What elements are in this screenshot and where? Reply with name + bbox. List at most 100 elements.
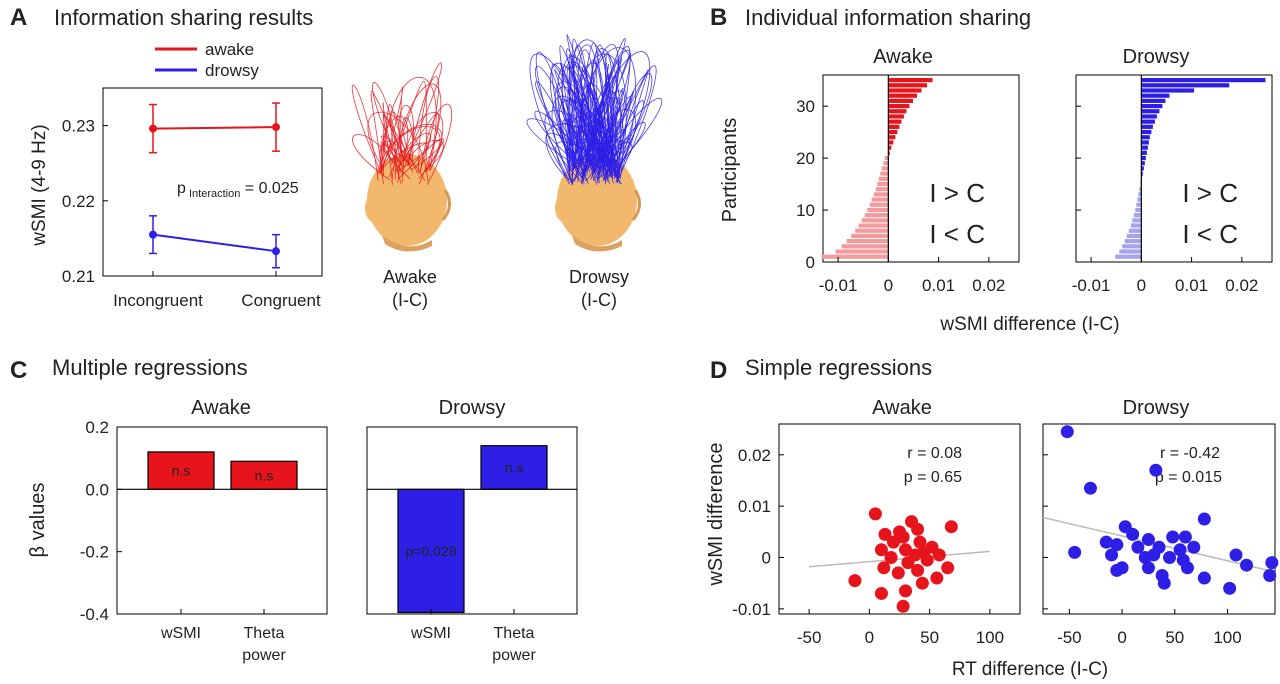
b-bar-awake (880, 171, 889, 176)
connectivity-arc (607, 100, 645, 179)
b-bar-drowsy (1141, 171, 1143, 176)
connectivity-arc (381, 104, 412, 171)
awake-i-lt-c-label: I < C (929, 219, 985, 249)
panel-b-sub-awake: Awake (873, 46, 933, 68)
panel-b-sub-drowsy: Drowsy (1123, 46, 1190, 68)
b-bar-drowsy (1133, 213, 1142, 218)
b-ytick-label: 30 (796, 97, 815, 116)
b-bar-awake (888, 93, 917, 98)
connectivity-arc (562, 119, 585, 184)
b-ytick-label: 20 (796, 149, 815, 168)
connectivity-arc (571, 59, 620, 186)
d-scatter-point-awake (920, 553, 934, 567)
d-scatter-point-awake (884, 551, 898, 565)
panel-a-axes-box (102, 87, 323, 277)
d-ytick-label: 0.02 (738, 446, 771, 465)
b-bar-drowsy (1135, 207, 1142, 213)
b-xtick-label: 0 (1137, 276, 1146, 295)
connectivity-arc (370, 90, 414, 173)
connectivity-arc (605, 114, 618, 177)
d-fit-line-awake (809, 550, 990, 568)
head-skull (367, 154, 447, 246)
drowsy-head-illustration (526, 34, 663, 252)
d-scatter-point-awake (878, 527, 892, 541)
b-bar-drowsy (1141, 93, 1170, 98)
c-xtick-label: wSMI (160, 625, 201, 642)
b-bar-drowsy (1141, 140, 1149, 145)
d-scatter-point-awake (874, 586, 888, 600)
panel-c-sub-drowsy: Drowsy (439, 397, 506, 419)
d-scatter-point-drowsy (1197, 571, 1211, 585)
d-xtick-label: -50 (1057, 628, 1082, 647)
b-bar-drowsy (1141, 77, 1266, 83)
d-scatter-point-awake (899, 584, 913, 598)
b-bar-awake (888, 77, 933, 83)
c-bar-label: n.s (255, 467, 274, 483)
c-ytick-label: 0.2 (85, 418, 109, 437)
awake-i-gt-c-label: I > C (929, 178, 985, 208)
connectivity-arc (567, 129, 616, 171)
d-scatter-point-drowsy (1263, 568, 1277, 582)
d-ytick-label: 0 (762, 549, 771, 568)
d-scatter-point-awake (901, 556, 915, 570)
b-bar-drowsy (1141, 129, 1152, 135)
connectivity-arc (351, 84, 382, 181)
b-bar-awake (873, 192, 889, 197)
connectivity-arc (554, 81, 607, 177)
connectivity-arc (570, 53, 627, 184)
a-ytick-label: 0.22 (62, 192, 95, 211)
b-bar-awake (888, 150, 890, 155)
legend-awake-label: awake (205, 40, 254, 59)
c-bar-awake (147, 451, 215, 490)
d-ytick-label: 0.01 (738, 497, 771, 516)
connectivity-arc (573, 125, 621, 182)
d-scatter-point-drowsy (1180, 561, 1194, 575)
b-xtick-label: -0.01 (1072, 276, 1111, 295)
d-scatter-point-awake (932, 548, 946, 562)
d-scatter-point-awake (930, 571, 944, 585)
c-xtick-label: power (492, 647, 536, 664)
a-ytick-label: 0.21 (62, 267, 95, 286)
d-scatter-point-drowsy (1265, 556, 1279, 570)
a-xtick-label: Congruent (241, 291, 321, 310)
c-ytick-label: 0.0 (85, 480, 109, 499)
connectivity-arc (551, 63, 615, 172)
b-bar-drowsy (1141, 145, 1148, 150)
panel-b-title: Individual information sharing (745, 5, 1031, 30)
d-scatter-point-drowsy (1163, 551, 1177, 565)
d-scatter-point-drowsy (1240, 558, 1254, 572)
connectivity-arc (567, 39, 613, 169)
b-bar-drowsy (1128, 228, 1142, 233)
panel-b-bar-charts: Awake Drowsy Participants wSMI differenc… (719, 46, 1273, 335)
panel-d-title: Simple regressions (745, 355, 932, 380)
b-bar-drowsy (1141, 150, 1147, 155)
d-ytick-label: -0.01 (732, 600, 771, 619)
b-bar-awake (858, 223, 889, 228)
d-scatter-point-drowsy (1110, 563, 1124, 577)
connectivity-arc (402, 117, 419, 175)
d-scatter-point-drowsy (1083, 481, 1097, 495)
connectivity-arc (598, 90, 624, 181)
b-bar-awake (871, 197, 889, 202)
c-bar-drowsy (480, 445, 548, 490)
d-scatter-point-drowsy (1060, 425, 1074, 439)
b-bar-awake (888, 145, 892, 150)
a-data-point (272, 247, 280, 256)
a-series-line-drowsy (152, 233, 277, 253)
b-bar-awake (884, 155, 889, 161)
a-data-point (149, 124, 157, 133)
connectivity-arc (526, 118, 598, 165)
d-scatter-point-drowsy (1141, 533, 1155, 547)
d-scatter-point-awake (896, 599, 910, 613)
d-scatter-point-awake (848, 574, 862, 588)
panel-d-xlabel: RT difference (I-C) (952, 659, 1108, 680)
head-ear (555, 194, 573, 222)
d-scatter-point-awake (915, 576, 929, 590)
connectivity-arc (417, 76, 440, 173)
b-bar-drowsy (1141, 114, 1157, 119)
b-axes-box-awake (822, 74, 1020, 263)
connectivity-arc (606, 121, 646, 177)
b-bar-drowsy (1132, 218, 1142, 223)
d-scatter-point-drowsy (1131, 540, 1145, 554)
